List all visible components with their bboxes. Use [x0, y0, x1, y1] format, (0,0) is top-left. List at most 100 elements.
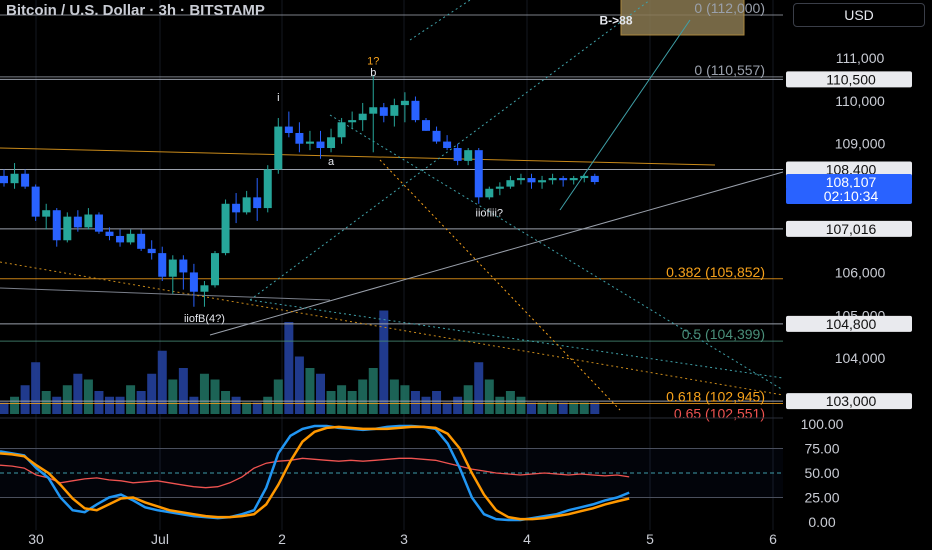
volume-bar [115, 396, 125, 414]
volume-bar [73, 373, 83, 414]
volume-bar [474, 362, 484, 414]
time-tick-label: 2 [278, 531, 286, 547]
wave-annotation: B->88 [599, 13, 632, 27]
volume-bar [242, 402, 252, 414]
price-level-tag: 107,016 [786, 220, 912, 237]
candle [506, 175, 515, 189]
candle-body [569, 178, 578, 181]
candle [116, 229, 125, 247]
impulse-line [559, 19, 691, 211]
candle [21, 169, 30, 189]
candle-body [305, 141, 314, 144]
candle-body [274, 126, 283, 170]
price-tag-label: 108,107 [826, 174, 877, 190]
candle-body [84, 214, 93, 228]
candle [538, 175, 547, 189]
candle [52, 208, 61, 247]
grid-lines [35, 0, 774, 530]
wave-annotation: 1? [367, 55, 379, 67]
volume-bar [189, 396, 199, 414]
candle [242, 190, 251, 215]
drawings [0, 0, 784, 411]
volume-bar [83, 379, 93, 414]
volume-bar [294, 356, 304, 414]
price-tag-bg [786, 188, 912, 205]
volume-bar [453, 396, 463, 414]
candle-body [73, 216, 82, 228]
chart-title: Bitcoin / U.S. Dollar · 3h · BITSTAMP [6, 2, 265, 19]
candle [274, 117, 283, 174]
candle [400, 92, 409, 123]
candle-body [242, 197, 251, 213]
volume-bar [136, 391, 146, 414]
fib-label: 0 (110,557) [694, 62, 765, 78]
volume-bar [263, 396, 273, 414]
time-tick-label: 6 [769, 531, 777, 547]
candle [284, 111, 293, 138]
candle [569, 175, 578, 185]
volume-bar [337, 385, 347, 414]
candle [443, 135, 452, 151]
candle-body [116, 235, 125, 243]
time-tick-label: 4 [523, 531, 531, 547]
volume-bar [421, 396, 431, 414]
candle-body [263, 169, 272, 209]
price-tag-label: 103,000 [826, 393, 877, 409]
volume-bar [442, 402, 452, 414]
candle [126, 229, 135, 245]
price-tick-label: 110,000 [835, 93, 885, 109]
candle-body [21, 173, 30, 187]
price-level-tag: 103,000 [786, 393, 912, 410]
volume-bar [273, 379, 283, 414]
price-tick-label: 106,000 [835, 264, 886, 280]
candle [179, 255, 188, 290]
time-tick-label: 30 [28, 531, 44, 547]
candle-body [590, 175, 599, 183]
volume-bar [590, 402, 600, 414]
candle-body [559, 178, 568, 181]
volume-bar [316, 373, 325, 414]
candle-body [443, 141, 452, 149]
volume-bar [305, 368, 315, 414]
osc-tick-label: 100.00 [801, 416, 844, 432]
volume-bar [62, 385, 72, 414]
price-level-tag: 108,400 [786, 161, 912, 178]
wave-line-orange [379, 159, 621, 411]
candle-body [10, 173, 19, 184]
candle [295, 122, 304, 153]
candle [147, 240, 156, 260]
candle-body [400, 100, 409, 106]
volume-bar [52, 396, 62, 414]
volume-bar [105, 396, 114, 414]
candle-body [390, 105, 399, 116]
candle-body [42, 210, 51, 217]
candle [10, 163, 19, 189]
candle-body [580, 175, 589, 179]
osc-tick-label: 25.00 [804, 490, 839, 506]
candle [369, 75, 378, 153]
time-tick-label: 5 [646, 531, 654, 547]
candle-body [147, 248, 156, 254]
volume-bar [527, 402, 536, 414]
candle-body [94, 214, 103, 232]
candle [31, 184, 40, 221]
candle [189, 263, 198, 307]
candle-body [348, 120, 357, 123]
candle [73, 210, 82, 232]
volume-bar [463, 385, 473, 414]
volume-bar [231, 396, 241, 414]
price-level-tag: 104,800 [786, 315, 912, 332]
candle [168, 255, 177, 294]
candle [516, 173, 525, 185]
volume-bar [379, 310, 389, 414]
candle [411, 96, 420, 123]
volume-bar [0, 402, 9, 414]
trendline-support [209, 171, 784, 336]
volume-bar [537, 402, 547, 414]
stoch-d-line [0, 425, 630, 521]
candle-body [316, 141, 325, 149]
currency-button[interactable]: USD [793, 3, 925, 27]
price-tag-bg [786, 161, 912, 178]
candle [316, 130, 325, 159]
